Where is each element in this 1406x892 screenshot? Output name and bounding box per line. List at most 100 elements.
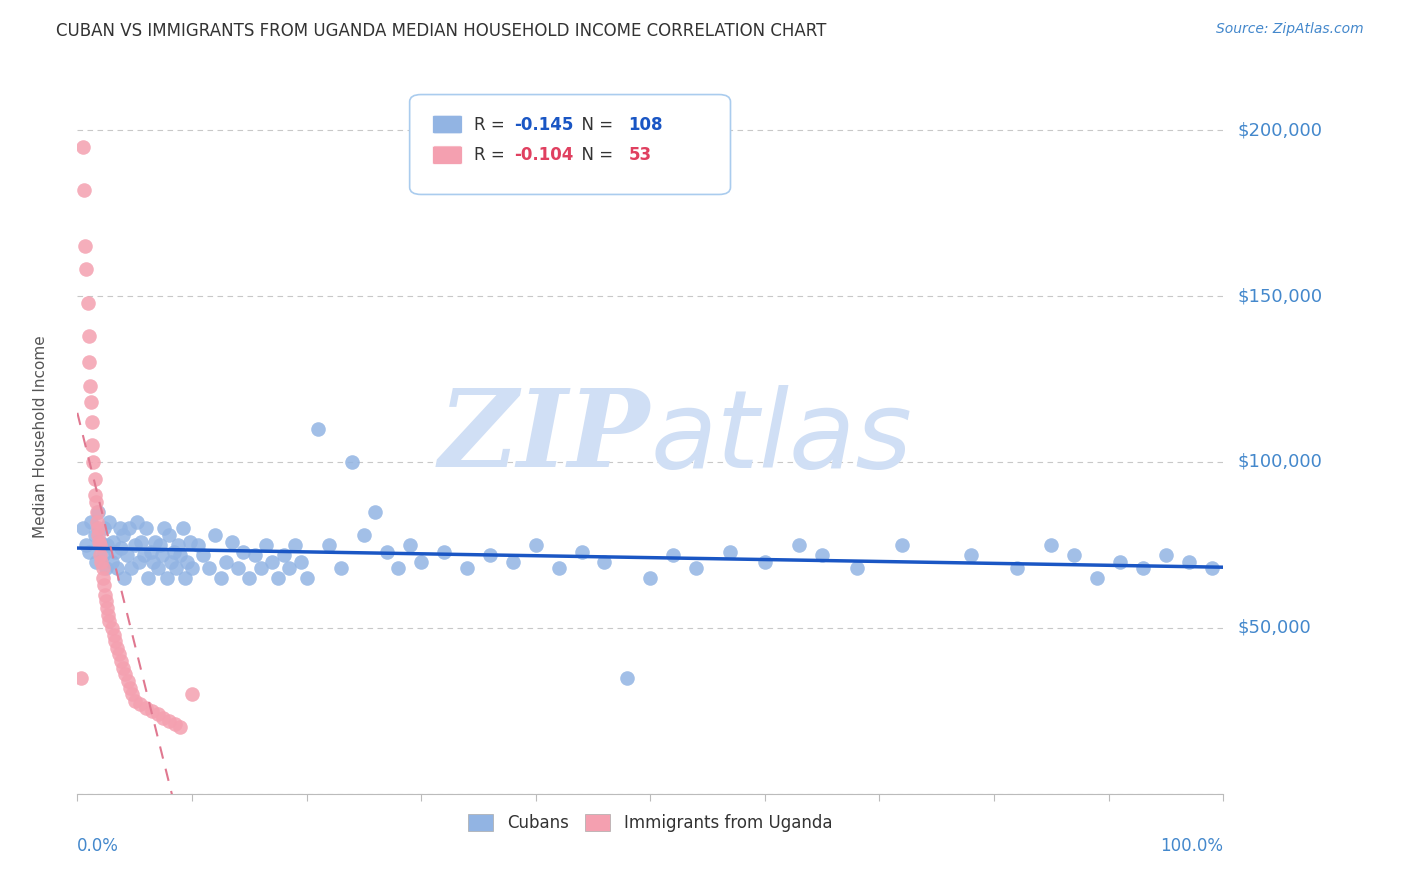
Point (112, 528, 135, 542)
Point (891, 538, 914, 552)
Point (176, 555, 198, 569)
Point (167, 538, 190, 552)
Point (342, 455, 364, 469)
Point (143, 534, 166, 549)
Point (103, 627, 125, 641)
Point (124, 538, 146, 552)
Point (91, 571, 114, 585)
Text: 0.0%: 0.0% (77, 837, 120, 855)
Point (267, 571, 290, 585)
Point (90, 555, 112, 569)
Point (845, 561, 868, 575)
Point (662, 548, 685, 562)
Point (169, 721, 191, 735)
Point (156, 571, 179, 585)
Point (960, 548, 983, 562)
Point (77, 544, 100, 558)
Point (146, 561, 169, 575)
Point (86, 515, 108, 529)
Point (1132, 561, 1154, 575)
Point (273, 548, 295, 562)
Point (262, 555, 284, 569)
Point (112, 571, 135, 585)
Point (157, 528, 180, 542)
Text: ZIP: ZIP (439, 384, 651, 490)
Point (79, 378, 101, 392)
Point (290, 555, 312, 569)
Point (112, 661, 135, 675)
Point (94, 588, 117, 602)
Point (249, 561, 271, 575)
Point (141, 704, 163, 718)
Point (754, 555, 776, 569)
Point (1085, 571, 1108, 585)
Point (87, 534, 110, 549)
Point (101, 534, 124, 549)
Point (187, 538, 209, 552)
Point (93, 521, 115, 535)
Point (353, 528, 375, 542)
Point (209, 571, 232, 585)
Point (329, 561, 352, 575)
Point (284, 538, 307, 552)
Point (278, 561, 301, 575)
Point (172, 521, 194, 535)
Point (411, 555, 433, 569)
Point (87, 521, 110, 535)
Point (129, 698, 152, 712)
Text: N =: N = (571, 146, 619, 164)
Text: -0.104: -0.104 (515, 146, 574, 164)
Point (91, 561, 114, 575)
Point (86, 505, 108, 519)
Point (456, 561, 478, 575)
Point (96, 538, 118, 552)
Point (640, 571, 662, 585)
Point (215, 555, 238, 569)
Point (243, 548, 266, 562)
Point (616, 671, 638, 685)
Text: R =: R = (474, 146, 510, 164)
Point (135, 700, 157, 714)
Point (1063, 548, 1085, 562)
Point (121, 687, 143, 701)
Point (138, 571, 160, 585)
Point (110, 541, 132, 556)
Point (593, 555, 616, 569)
Point (238, 571, 260, 585)
Point (254, 538, 277, 552)
Point (87, 505, 110, 519)
FancyBboxPatch shape (433, 115, 463, 134)
Point (97, 607, 120, 622)
Point (75, 239, 97, 253)
Point (124, 694, 146, 708)
Point (117, 673, 139, 688)
Point (221, 534, 243, 549)
Point (1005, 561, 1028, 575)
Legend: Cubans, Immigrants from Uganda: Cubans, Immigrants from Uganda (461, 807, 839, 839)
FancyBboxPatch shape (409, 95, 731, 194)
Text: Source: ZipAtlas.com: Source: ZipAtlas.com (1216, 22, 1364, 37)
Point (82, 455, 104, 469)
Point (149, 538, 172, 552)
Point (107, 640, 129, 655)
Point (80, 515, 103, 529)
Point (198, 561, 221, 575)
Point (100, 621, 122, 635)
Text: 100.0%: 100.0% (1160, 837, 1223, 855)
Point (153, 521, 176, 535)
Point (84, 495, 107, 509)
Point (108, 521, 131, 535)
Point (685, 561, 707, 575)
Point (89, 534, 111, 549)
Text: $150,000: $150,000 (1237, 287, 1322, 305)
Point (100, 555, 122, 569)
Text: 53: 53 (628, 146, 651, 164)
Point (398, 538, 420, 552)
Text: -0.145: -0.145 (515, 116, 574, 134)
Point (84, 555, 107, 569)
Point (89, 538, 111, 552)
Point (73, 183, 96, 197)
Point (180, 561, 204, 575)
Point (364, 505, 387, 519)
Point (811, 548, 834, 562)
